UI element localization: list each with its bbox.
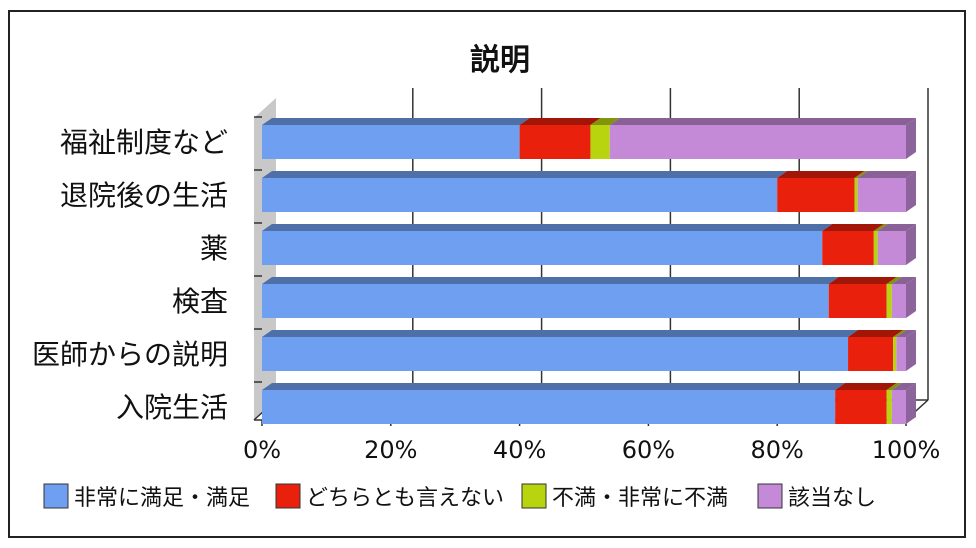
bar-segment-top <box>822 224 884 231</box>
bar-end-face <box>906 224 916 265</box>
x-tick-label: 20% <box>364 436 417 464</box>
category-label: 入院生活 <box>116 391 228 424</box>
bar-segment <box>891 390 906 424</box>
bar-segment-top <box>891 277 916 284</box>
bar-segment <box>262 125 520 159</box>
category-label: 薬 <box>200 232 228 265</box>
legend-swatch <box>757 483 783 509</box>
bar-segment-top <box>262 171 788 178</box>
category-label: 検査 <box>172 285 228 318</box>
bar-segment <box>262 178 778 212</box>
bar-segment <box>891 284 906 318</box>
x-tick-label: 60% <box>622 436 675 464</box>
bar-segment <box>886 390 892 424</box>
bar-segment-top <box>519 118 601 125</box>
bar-segment-top <box>873 224 888 231</box>
bar-segment <box>262 231 823 265</box>
bar-end-face <box>906 277 916 318</box>
chart-frame <box>8 10 966 538</box>
category-label: 医師からの説明 <box>32 338 228 371</box>
legend-label: どちらとも言えない <box>306 486 504 511</box>
bar-segment-top <box>848 330 904 337</box>
legend-item: 非常に満足・満足 <box>43 483 250 511</box>
legend-item: どちらとも言えない <box>275 483 504 511</box>
legend-label: 不満・非常に不満 <box>552 486 728 511</box>
bar-segment-top <box>857 171 916 178</box>
legend-item: 該当なし <box>757 483 876 511</box>
bar-segment <box>777 178 855 212</box>
bar-segment-top <box>891 383 916 390</box>
legend-item: 不満・非常に不満 <box>521 483 728 511</box>
bar-segment-top <box>262 330 859 337</box>
bar-end-face <box>906 383 916 424</box>
bar-end-face <box>906 171 916 212</box>
bar-segment-top <box>777 171 865 178</box>
bar-segment <box>262 284 829 318</box>
bar-segment-top <box>835 383 897 390</box>
bar-segment <box>886 284 892 318</box>
bar-segment <box>835 390 887 424</box>
bar-segment <box>854 178 858 212</box>
x-tick-label: 0% <box>243 436 281 464</box>
legend-swatch <box>275 483 301 509</box>
bar-segment-top <box>609 118 916 125</box>
bar-segment-top <box>262 277 839 284</box>
bar-segment-top <box>262 118 530 125</box>
category-label: 福祉制度など <box>60 126 228 159</box>
bar-segment-top <box>896 330 916 337</box>
bar-segment-top <box>854 171 868 178</box>
bar-segment-top <box>590 118 620 125</box>
legend-label: 該当なし <box>788 486 876 511</box>
bar-segment-top <box>262 224 833 231</box>
bar-segment <box>893 337 897 371</box>
bar-segment <box>896 337 906 371</box>
legend-swatch <box>43 483 69 509</box>
bar-segment <box>519 125 591 159</box>
chart-title: 説明 <box>470 43 530 78</box>
bar-segment-top <box>886 383 902 390</box>
bar-segment <box>822 231 874 265</box>
legend-swatch <box>521 483 547 509</box>
bar-segment <box>873 231 878 265</box>
bar-segment-top <box>828 277 897 284</box>
x-tick-label: 100% <box>872 436 941 464</box>
legend-label: 非常に満足・満足 <box>74 486 250 511</box>
bar-segment <box>857 178 906 212</box>
bar-segment <box>609 125 906 159</box>
bar-segment <box>877 231 906 265</box>
bar-segment-top <box>262 383 846 390</box>
bar-segment-top <box>886 277 902 284</box>
bar-segment <box>828 284 887 318</box>
bar-segment <box>262 390 836 424</box>
bar-segment <box>262 337 849 371</box>
bar-segment <box>848 337 894 371</box>
x-tick-label: 80% <box>751 436 804 464</box>
bar-segment-top <box>877 224 916 231</box>
bar-end-face <box>906 330 916 371</box>
x-tick-label: 40% <box>493 436 546 464</box>
category-label: 退院後の生活 <box>60 179 228 212</box>
bar-segment <box>590 125 610 159</box>
bar-end-face <box>906 118 916 159</box>
bar-segment-top <box>893 330 907 337</box>
